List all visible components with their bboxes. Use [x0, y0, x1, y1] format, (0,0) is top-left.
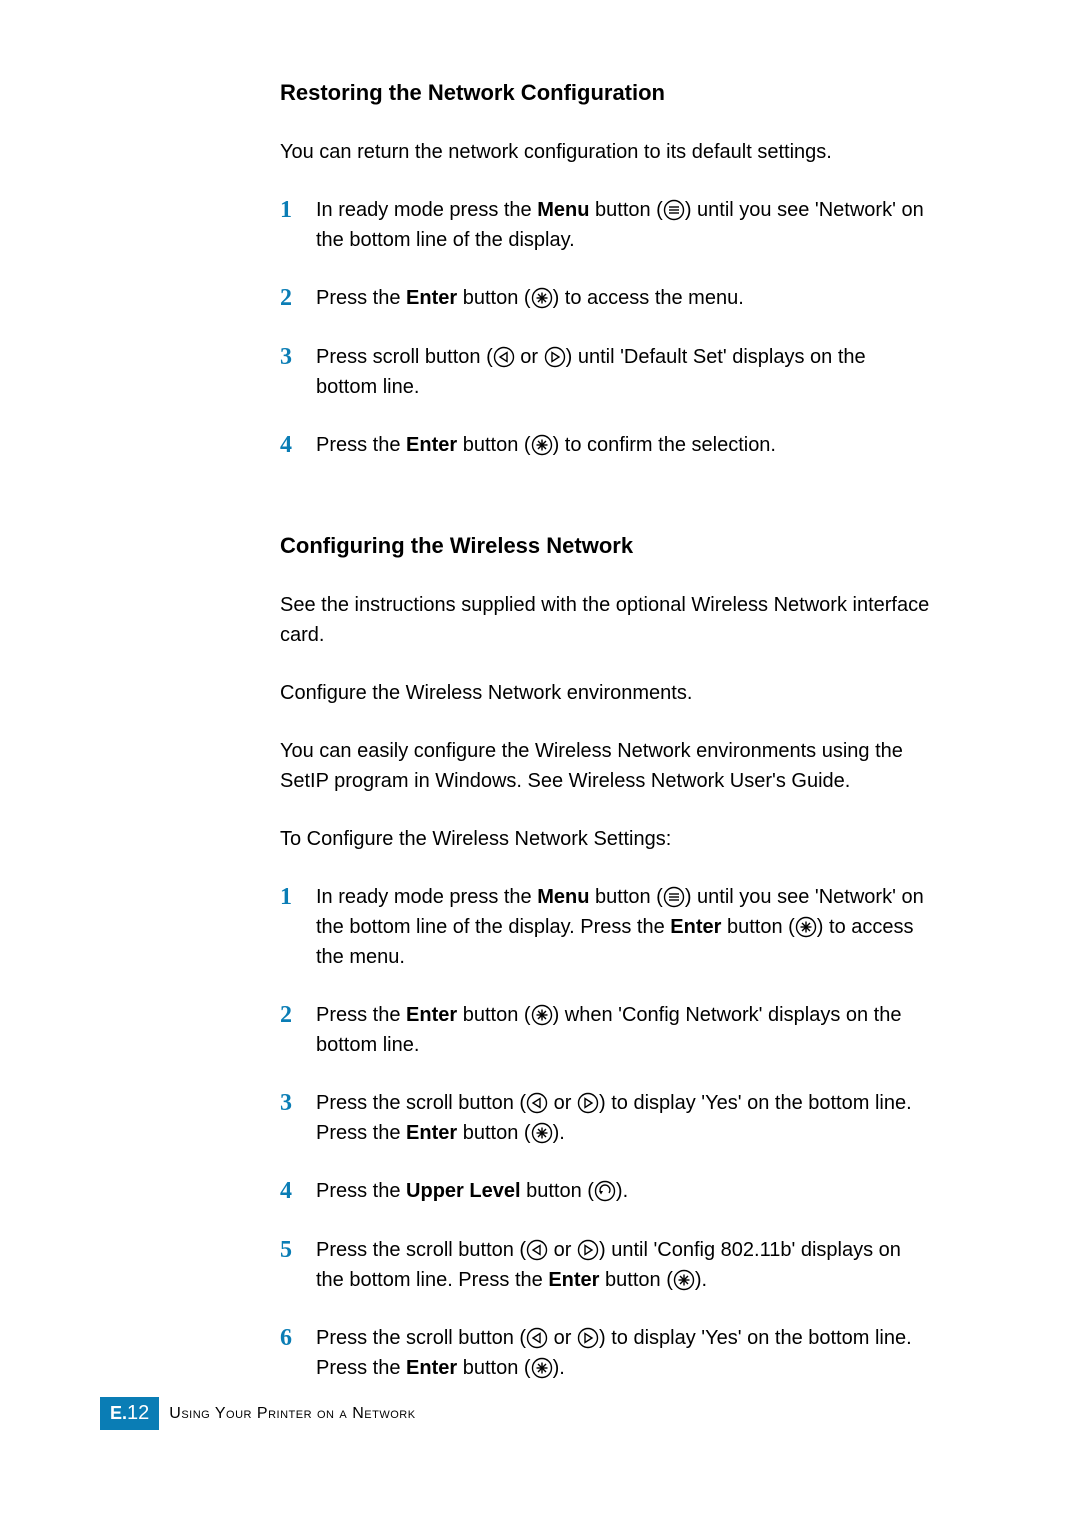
step-item: 2Press the Enter button () when 'Config …: [280, 1000, 930, 1060]
body-paragraph: See the instructions supplied with the o…: [280, 590, 930, 650]
step-item: 6Press the scroll button ( or ) to displ…: [280, 1323, 930, 1383]
step-number: 6: [280, 1323, 316, 1354]
step-text: Press the Upper Level button ().: [316, 1176, 930, 1206]
bold-term: Enter: [406, 1357, 457, 1379]
section1-steps: 1In ready mode press the Menu button () …: [280, 195, 930, 461]
body-paragraph: To Configure the Wireless Network Settin…: [280, 824, 930, 854]
footer-title: Using Your Printer on a Network: [169, 1405, 415, 1423]
enter-icon: [531, 434, 553, 456]
step-text: Press the Enter button () to confirm the…: [316, 430, 930, 460]
menu-icon: [663, 199, 685, 221]
step-number: 2: [280, 1000, 316, 1031]
right-icon: [577, 1092, 599, 1114]
footer-page-number: 12: [127, 1402, 149, 1425]
bold-term: Enter: [670, 916, 721, 938]
page-footer: E.12 Using Your Printer on a Network: [100, 1397, 416, 1430]
body-paragraph: Configure the Wireless Network environme…: [280, 678, 930, 708]
enter-icon: [795, 916, 817, 938]
step-item: 5Press the scroll button ( or ) until 'C…: [280, 1235, 930, 1295]
step-number: 4: [280, 1176, 316, 1207]
left-icon: [526, 1327, 548, 1349]
step-text: Press scroll button ( or ) until 'Defaul…: [316, 342, 930, 402]
step-item: 3Press scroll button ( or ) until 'Defau…: [280, 342, 930, 402]
step-number: 4: [280, 430, 316, 461]
bold-term: Menu: [537, 199, 589, 221]
step-text: In ready mode press the Menu button () u…: [316, 195, 930, 255]
step-item: 1In ready mode press the Menu button () …: [280, 195, 930, 255]
step-item: 4Press the Upper Level button ().: [280, 1176, 930, 1207]
step-text: Press the Enter button () when 'Config N…: [316, 1000, 930, 1060]
bold-term: Upper Level: [406, 1180, 520, 1202]
section2-heading: Configuring the Wireless Network: [280, 531, 930, 562]
step-item: 1In ready mode press the Menu button () …: [280, 882, 930, 972]
right-icon: [577, 1239, 599, 1261]
enter-icon: [531, 1357, 553, 1379]
enter-icon: [531, 1004, 553, 1026]
step-text: Press the scroll button ( or ) until 'Co…: [316, 1235, 930, 1295]
left-icon: [526, 1239, 548, 1261]
bold-term: Menu: [537, 886, 589, 908]
menu-icon: [663, 886, 685, 908]
enter-icon: [673, 1269, 695, 1291]
footer-page-box: E.12: [100, 1397, 159, 1430]
right-icon: [544, 346, 566, 368]
step-text: Press the Enter button () to access the …: [316, 283, 930, 313]
section2-steps: 1In ready mode press the Menu button () …: [280, 882, 930, 1383]
step-text: Press the scroll button ( or ) to displa…: [316, 1323, 930, 1383]
step-number: 1: [280, 195, 316, 226]
step-number: 1: [280, 882, 316, 913]
step-number: 3: [280, 1088, 316, 1119]
step-number: 2: [280, 283, 316, 314]
step-item: 4Press the Enter button () to confirm th…: [280, 430, 930, 461]
enter-icon: [531, 1122, 553, 1144]
step-item: 2Press the Enter button () to access the…: [280, 283, 930, 314]
step-text: Press the scroll button ( or ) to displa…: [316, 1088, 930, 1148]
step-text: In ready mode press the Menu button () u…: [316, 882, 930, 972]
section1-intro: You can return the network configuration…: [280, 137, 930, 167]
footer-section-letter: E.: [110, 1403, 127, 1424]
step-item: 3Press the scroll button ( or ) to displ…: [280, 1088, 930, 1148]
left-icon: [493, 346, 515, 368]
body-paragraph: You can easily configure the Wireless Ne…: [280, 736, 930, 796]
bold-term: Enter: [548, 1269, 599, 1291]
right-icon: [577, 1327, 599, 1349]
section1-heading: Restoring the Network Configuration: [280, 78, 930, 109]
step-number: 3: [280, 342, 316, 373]
bold-term: Enter: [406, 1122, 457, 1144]
bold-term: Enter: [406, 287, 457, 309]
bold-term: Enter: [406, 1004, 457, 1026]
step-number: 5: [280, 1235, 316, 1266]
bold-term: Enter: [406, 434, 457, 456]
enter-icon: [531, 287, 553, 309]
upper-icon: [594, 1180, 616, 1202]
page-content: Restoring the Network Configuration You …: [280, 78, 930, 1411]
left-icon: [526, 1092, 548, 1114]
